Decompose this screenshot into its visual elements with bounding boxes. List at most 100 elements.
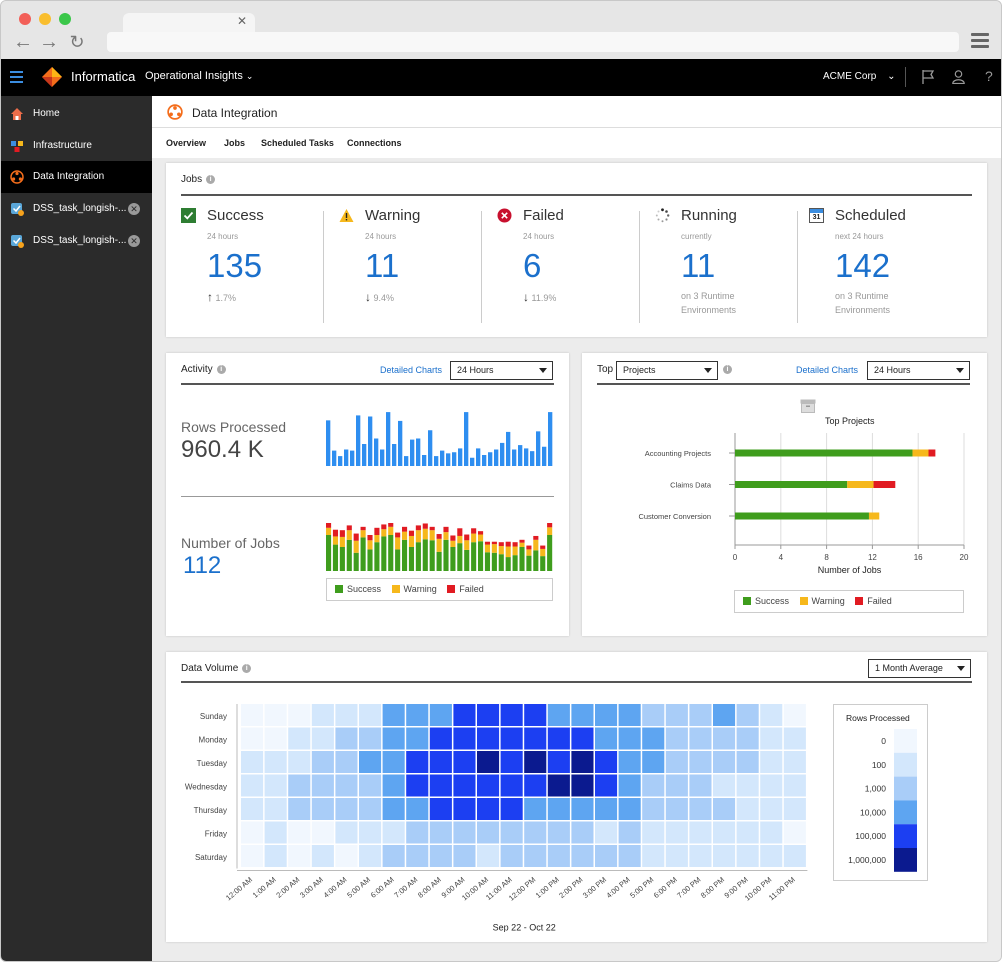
jobs-bar-success xyxy=(443,539,449,571)
jobs-bar-warning xyxy=(408,535,415,547)
heatmap-cell xyxy=(288,727,311,750)
browser-tab[interactable]: ✕ xyxy=(123,13,255,33)
heatmap-cell xyxy=(453,798,476,820)
detailed-charts-link[interactable]: Detailed Charts xyxy=(796,365,859,375)
tab-connections[interactable]: Connections xyxy=(347,138,402,148)
forward-icon[interactable]: → xyxy=(39,31,59,53)
heatmap-cell xyxy=(453,821,476,844)
heatmap-cell xyxy=(264,821,287,844)
heatmap-cell xyxy=(406,774,429,797)
chevron-down-icon: ⌄ xyxy=(887,71,896,82)
stat-sub: next 24 hours xyxy=(835,232,884,241)
browser-menu-icon[interactable] xyxy=(971,33,989,51)
sidebar-item-task[interactable]: DSS_task_longish-... ✕ xyxy=(1,193,152,225)
heatmap-cell xyxy=(382,798,405,820)
close-tab-icon[interactable]: ✕ xyxy=(236,14,247,28)
arrow-down-icon: ↓ xyxy=(523,290,529,304)
heatmap-cell xyxy=(547,751,570,773)
stat-foot: on 3 Runtime Environments xyxy=(681,291,737,315)
jobs-bar-warning xyxy=(332,536,339,545)
sidebar-item-home[interactable]: Home xyxy=(1,98,152,130)
header-divider xyxy=(905,67,906,87)
heatmap-cell xyxy=(477,704,500,726)
spinner-icon xyxy=(655,208,670,223)
info-icon[interactable]: i xyxy=(723,365,732,374)
volume-average-select[interactable]: 1 Month Average xyxy=(868,659,971,678)
hour-label: 5:00 PM xyxy=(628,875,655,900)
hour-label: 1:00 PM xyxy=(534,875,561,900)
sidebar-item-label: Home xyxy=(33,108,60,119)
heatmap-cell xyxy=(241,821,264,844)
app-header: Informatica Operational Insights ⌄ ACME … xyxy=(1,59,1001,96)
detailed-charts-link[interactable]: Detailed Charts xyxy=(380,365,443,375)
heatmap-cell xyxy=(760,727,783,750)
heatmap-cell xyxy=(477,821,500,844)
stat-delta: ↑ 1.7% xyxy=(207,290,236,304)
legend-success: Success xyxy=(743,591,789,612)
jobs-bar-failed xyxy=(457,528,463,536)
info-icon[interactable]: i xyxy=(206,175,216,184)
hamburger-menu-icon[interactable] xyxy=(10,71,23,86)
jobs-bar-warning xyxy=(388,526,394,535)
task-icon xyxy=(11,203,24,216)
tab-overview[interactable]: Overview xyxy=(166,138,207,148)
heatmap-cell xyxy=(760,704,783,726)
back-icon[interactable]: ← xyxy=(13,31,33,53)
hour-label: 3:00 PM xyxy=(581,875,608,900)
maximize-window-button[interactable] xyxy=(59,13,71,25)
sidebar-item-task[interactable]: DSS_task_longish-... ✕ xyxy=(1,225,152,257)
top-range-select[interactable]: 24 Hours xyxy=(867,361,970,380)
heatmap-cell xyxy=(665,845,688,867)
top-dimension-select[interactable]: Projects xyxy=(616,361,718,380)
rows-bar xyxy=(500,442,505,466)
sidebar-item-infrastructure[interactable]: Infrastructure xyxy=(1,130,152,162)
heatmap-cell xyxy=(665,821,688,844)
reload-icon[interactable]: ↻ xyxy=(69,32,85,52)
heatmap-cell xyxy=(311,821,334,844)
help-icon[interactable]: ? xyxy=(985,68,993,84)
legend-level: 1,000 xyxy=(865,784,887,794)
jobs-bar-warning xyxy=(457,535,463,544)
delta-value: 1.7% xyxy=(215,293,237,303)
jobs-bar-warning xyxy=(402,531,408,540)
address-bar[interactable] xyxy=(107,32,959,52)
info-icon[interactable]: i xyxy=(216,365,226,374)
tab-scheduled-tasks[interactable]: Scheduled Tasks xyxy=(261,138,334,148)
heatmap-cell xyxy=(359,727,382,750)
day-label: Thursday xyxy=(194,806,227,815)
info-icon[interactable]: i xyxy=(242,664,252,673)
activity-range-select[interactable]: 24 Hours xyxy=(450,361,553,380)
heatmap-cell xyxy=(665,704,688,726)
heatmap-cell xyxy=(382,727,405,750)
user-icon[interactable] xyxy=(952,70,965,84)
success-check-icon xyxy=(181,208,196,223)
tab-jobs[interactable]: Jobs xyxy=(224,138,246,148)
close-icon[interactable]: ✕ xyxy=(128,203,140,215)
heatmap-cell xyxy=(500,751,523,773)
rows-bar xyxy=(464,412,469,466)
divider xyxy=(181,681,972,683)
hour-label: 8:00 AM xyxy=(416,875,443,900)
select-value: Projects xyxy=(623,365,656,375)
heatmap-cell xyxy=(760,798,783,820)
sidebar: Home Infrastructure Data Integration DSS… xyxy=(1,96,152,961)
flag-icon[interactable] xyxy=(922,70,935,84)
heatmap-cell xyxy=(595,845,618,867)
jobs-bar-success xyxy=(415,542,421,571)
hour-label: 6:00 PM xyxy=(652,875,679,900)
close-icon[interactable]: ✕ xyxy=(128,235,140,247)
heatmap-cell xyxy=(618,845,641,867)
jobs-bar-success xyxy=(457,543,463,571)
stat-sub: currently xyxy=(681,232,712,241)
jobs-bar-warning xyxy=(436,538,442,552)
product-switcher[interactable]: Operational Insights ⌄ xyxy=(145,70,253,82)
sidebar-item-data-integration[interactable]: Data Integration xyxy=(1,161,152,193)
close-window-button[interactable] xyxy=(19,13,31,25)
legend-label: Success xyxy=(755,596,790,606)
minimize-window-button[interactable] xyxy=(39,13,51,25)
sidebar-item-label: Data Integration xyxy=(33,171,105,182)
org-switcher[interactable]: ACME Corp ⌄ xyxy=(823,71,896,82)
heatmap-cell xyxy=(429,845,452,867)
rows-bar xyxy=(548,412,553,466)
heatmap-cell xyxy=(595,727,618,750)
